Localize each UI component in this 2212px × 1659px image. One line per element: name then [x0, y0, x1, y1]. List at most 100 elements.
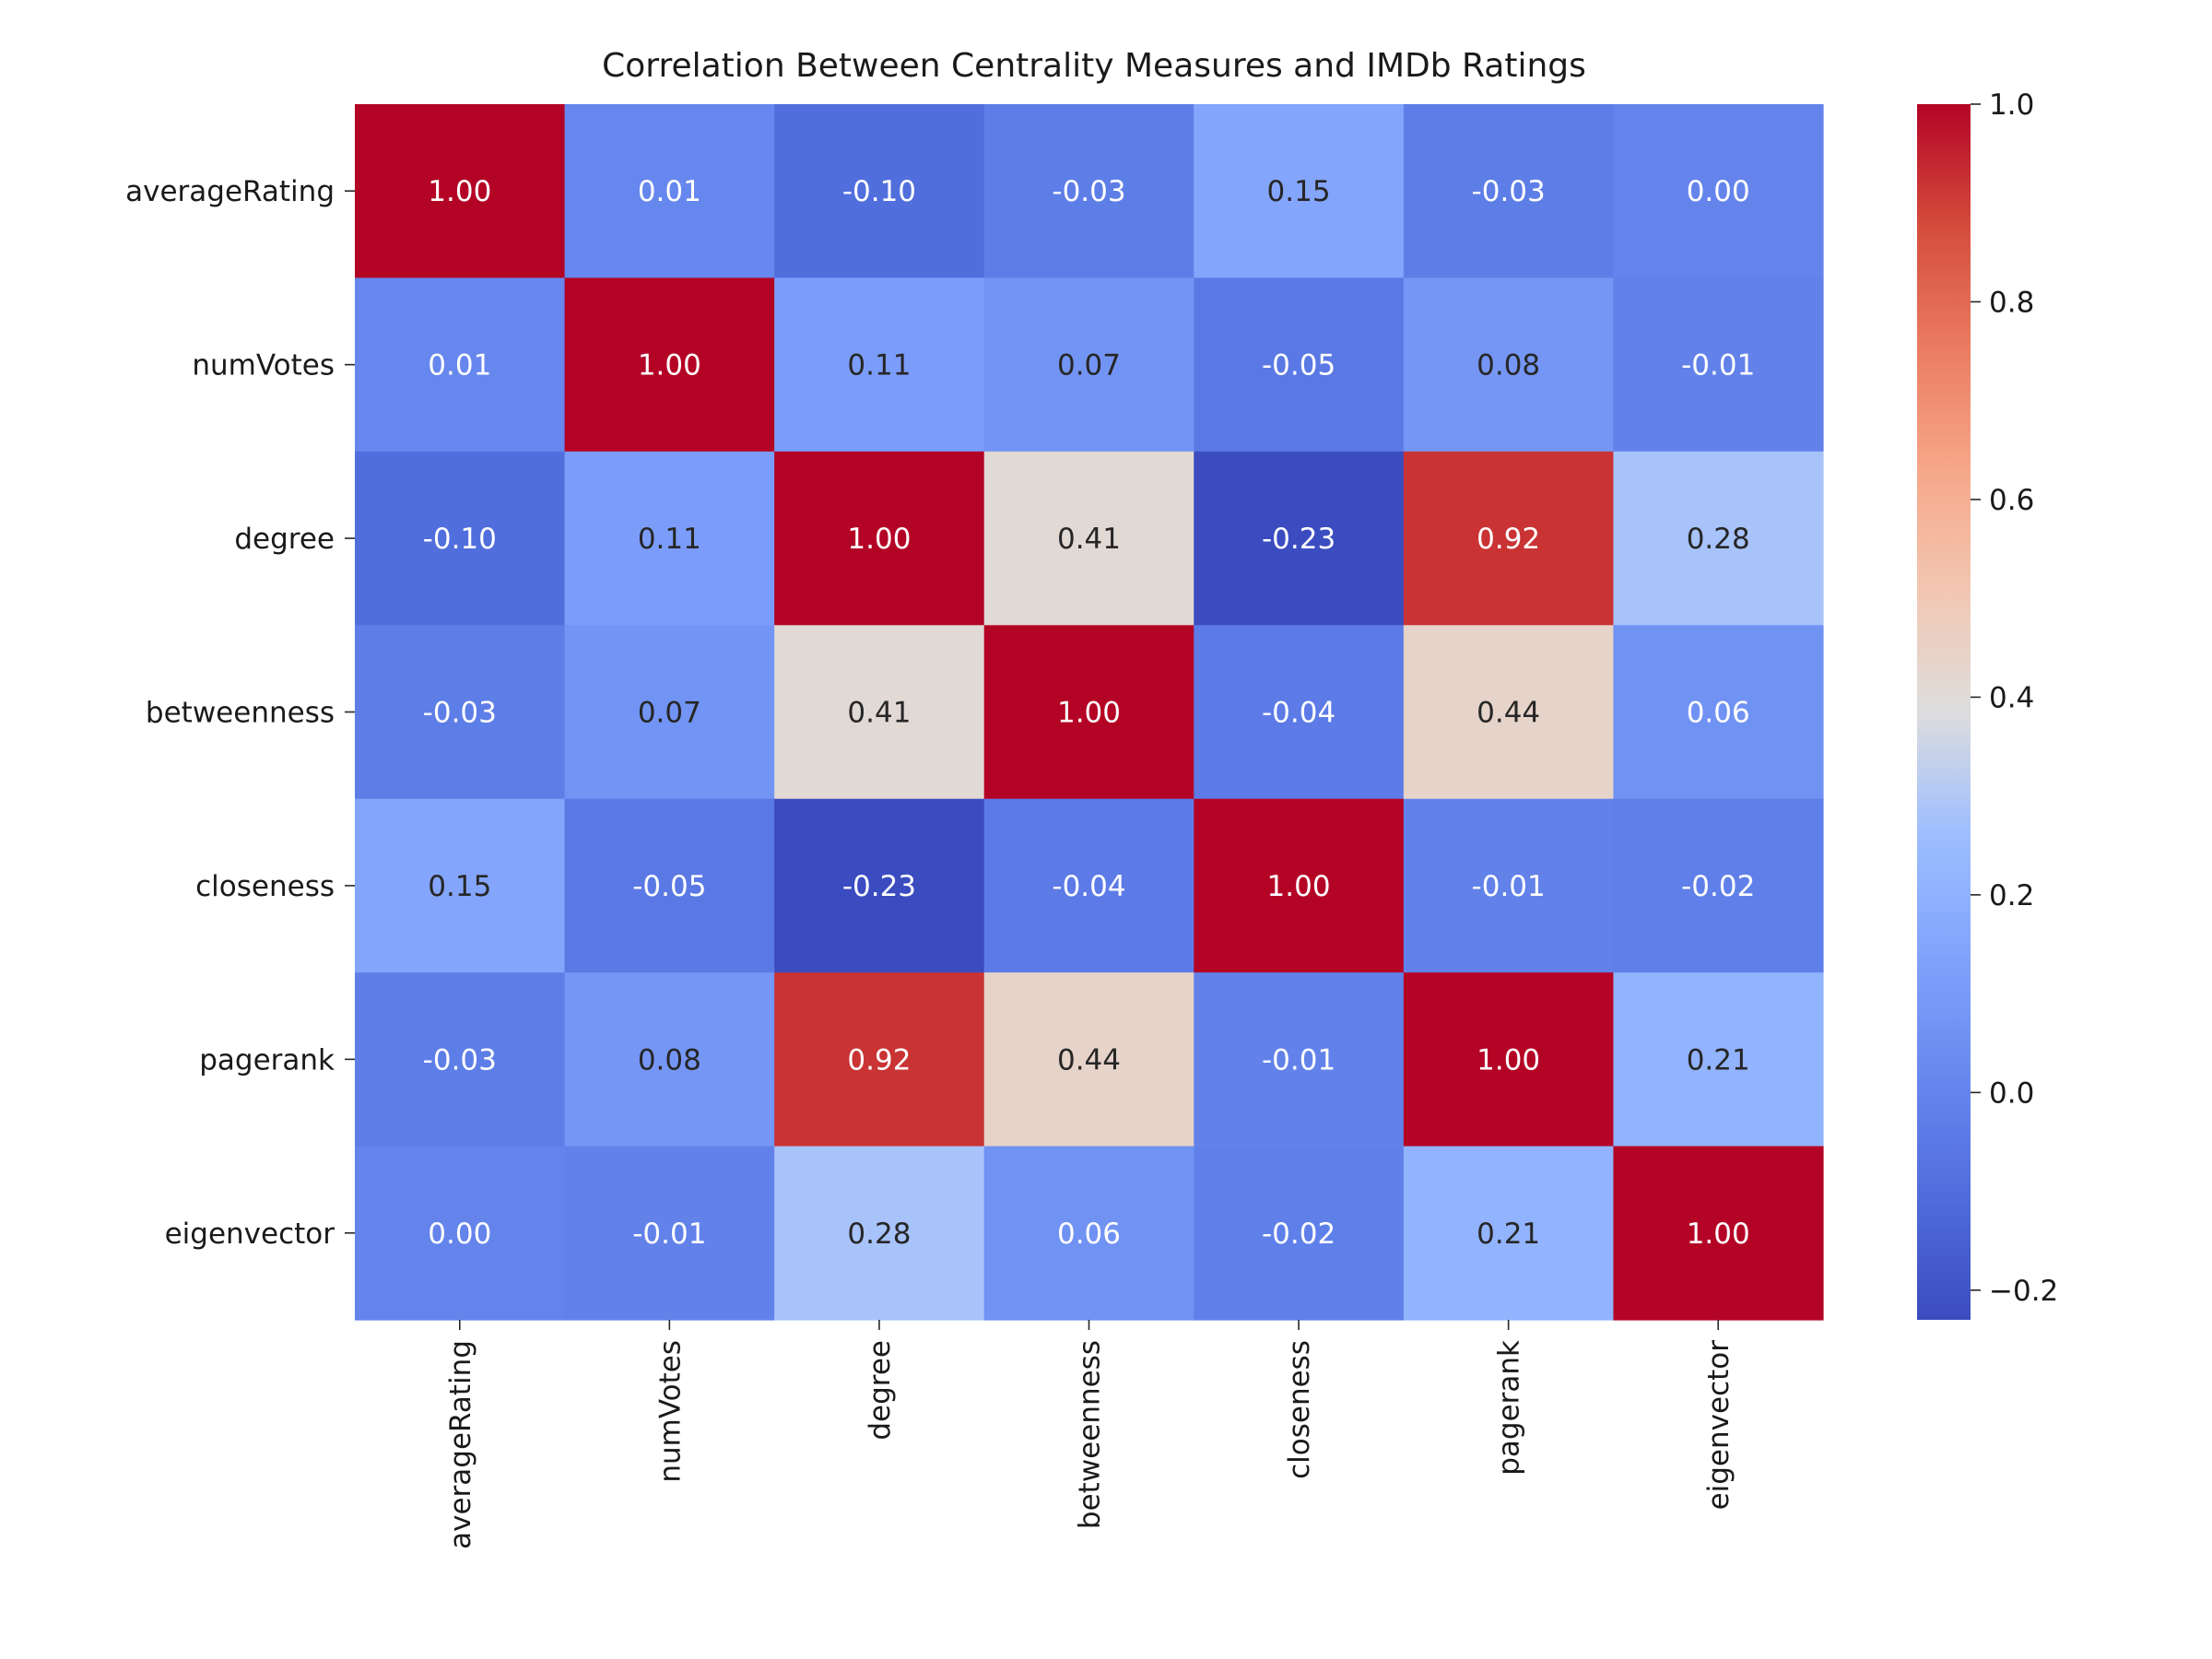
- cell-value-label: 0.00: [1687, 175, 1750, 208]
- heatmap-cell-eigenvector-averagerating: [355, 1146, 566, 1321]
- heatmap-cell-betweenness-averagerating: [355, 625, 566, 800]
- heatmap-cell-numvotes-eigenvector: [1613, 277, 1824, 453]
- x-axis: averageRating numVotes degree betweenness cl…: [444, 1320, 1735, 1549]
- cell-value-label: 0.07: [638, 697, 701, 730]
- heatmap-cell-pagerank-degree: [774, 972, 985, 1147]
- cell-value-label: 0.21: [1477, 1218, 1540, 1251]
- colorbar-tick-label: 1.0: [1989, 88, 2034, 122]
- cell-value-label: 0.00: [428, 1218, 491, 1251]
- heatmap-cell-averagerating-betweenness: [983, 104, 1194, 279]
- cell-value-label: 0.01: [428, 349, 491, 382]
- heatmap-cell-eigenvector-numvotes: [564, 1146, 775, 1321]
- cell-value-label: -0.23: [1262, 523, 1335, 556]
- colorbar-tick-label: 0.6: [1989, 484, 2034, 517]
- heatmap-cell-averagerating-numvotes: [564, 104, 775, 279]
- cell-value-label: -0.04: [1262, 697, 1335, 730]
- x-tick-label: closeness: [1283, 1340, 1316, 1479]
- colorbar-tick-label: −0.2: [1989, 1275, 2058, 1308]
- cell-value-label: 0.08: [1477, 349, 1540, 382]
- chart-title: Correlation Between Centrality Measures …: [602, 47, 1586, 85]
- cell-value-label: -0.02: [1681, 870, 1755, 903]
- cell-value-label: 0.15: [428, 870, 491, 903]
- cell-value-label: 0.44: [1057, 1043, 1121, 1077]
- heatmap-cells: [355, 104, 1824, 1321]
- cell-value-label: 0.28: [1687, 523, 1750, 556]
- cell-value-label: -0.01: [632, 1218, 706, 1251]
- x-tick-label: averageRating: [444, 1340, 477, 1549]
- y-tick-label: eigenvector: [165, 1218, 335, 1251]
- heatmap-cell-betweenness-closeness: [1194, 625, 1405, 800]
- cell-value-label: 0.41: [847, 697, 911, 730]
- cell-value-label: -0.23: [842, 870, 916, 903]
- heatmap-cell-closeness-degree: [774, 798, 985, 973]
- heatmap-cell-degree-averagerating: [355, 451, 566, 626]
- x-tick-label: degree: [864, 1340, 897, 1441]
- cell-value-label: 0.07: [1057, 349, 1121, 382]
- y-axis: averageRating numVotes degree betweenness cl…: [125, 175, 355, 1251]
- heatmap-cell-closeness-numvotes: [564, 798, 775, 973]
- heatmap-cell-numvotes-betweenness: [983, 277, 1194, 453]
- cell-value-label: -0.10: [423, 523, 497, 556]
- heatmap-cell-averagerating-averagerating: [355, 104, 566, 279]
- cell-value-label: -0.10: [842, 175, 916, 208]
- heatmap-cell-eigenvector-degree: [774, 1146, 985, 1321]
- cell-value-label: 0.92: [847, 1043, 911, 1077]
- heatmap-cell-betweenness-numvotes: [564, 625, 775, 800]
- cell-value-label: 1.00: [428, 175, 491, 208]
- cell-value-label: 0.11: [638, 523, 701, 556]
- x-tick-label: eigenvector: [1702, 1340, 1735, 1511]
- cell-value-label: 0.11: [847, 349, 911, 382]
- heatmap-cell-numvotes-pagerank: [1403, 277, 1615, 453]
- heatmap-cell-averagerating-degree: [774, 104, 985, 279]
- heatmap-cell-betweenness-degree: [774, 625, 985, 800]
- heatmap-cell-betweenness-eigenvector: [1613, 625, 1824, 800]
- colorbar-tick-label: 0.2: [1989, 879, 2034, 912]
- cell-value-label: -0.01: [1472, 870, 1546, 903]
- x-tick-label: betweenness: [1074, 1340, 1107, 1529]
- cell-value-label: 1.00: [1267, 870, 1331, 903]
- heatmap-cell-pagerank-numvotes: [564, 972, 775, 1147]
- heatmap-cell-numvotes-closeness: [1194, 277, 1405, 453]
- cell-value-label: 0.28: [847, 1218, 911, 1251]
- cell-value-label: 0.21: [1687, 1043, 1750, 1077]
- heatmap-cell-pagerank-pagerank: [1403, 972, 1615, 1147]
- colorbar: −0.2 0.0 0.2 0.4 0.6 0.8 1.0: [1917, 88, 2058, 1320]
- cell-value-label: 0.06: [1687, 697, 1750, 730]
- heatmap-cell-pagerank-eigenvector: [1613, 972, 1824, 1147]
- x-tick-label: pagerank: [1493, 1340, 1526, 1476]
- heatmap-cell-eigenvector-eigenvector: [1613, 1146, 1824, 1321]
- cell-value-label: -0.05: [1262, 349, 1335, 382]
- cell-value-label: 0.92: [1477, 523, 1540, 556]
- cell-value-label: 0.15: [1267, 175, 1331, 208]
- heatmap-cell-closeness-pagerank: [1403, 798, 1615, 973]
- y-tick-label: pagerank: [199, 1043, 335, 1077]
- heatmap-cell-degree-betweenness: [983, 451, 1194, 626]
- heatmap-cell-degree-eigenvector: [1613, 451, 1824, 626]
- y-tick-label: degree: [234, 523, 335, 556]
- cell-value-label: 1.00: [638, 349, 701, 382]
- y-tick-label: closeness: [195, 870, 335, 903]
- heatmap-cell-degree-pagerank: [1403, 451, 1615, 626]
- cell-value-label: -0.03: [1472, 175, 1546, 208]
- heatmap-cell-pagerank-averagerating: [355, 972, 566, 1147]
- cell-value-label: -0.01: [1262, 1043, 1335, 1077]
- heatmap-cell-numvotes-averagerating: [355, 277, 566, 453]
- heatmap-cell-degree-numvotes: [564, 451, 775, 626]
- cell-value-label: -0.02: [1262, 1218, 1335, 1251]
- heatmap-cell-betweenness-pagerank: [1403, 625, 1615, 800]
- x-tick-label: numVotes: [653, 1340, 687, 1483]
- heatmap-cell-closeness-averagerating: [355, 798, 566, 973]
- cell-value-label: -0.03: [1052, 175, 1125, 208]
- heatmap-cell-averagerating-pagerank: [1403, 104, 1615, 279]
- colorbar-tick-label: 0.4: [1989, 681, 2034, 714]
- cell-value-label: 1.00: [1477, 1043, 1540, 1077]
- heatmap-cell-eigenvector-closeness: [1194, 1146, 1405, 1321]
- heatmap-cell-degree-closeness: [1194, 451, 1405, 626]
- cell-value-label: 1.00: [1057, 697, 1121, 730]
- heatmap-cell-numvotes-numvotes: [564, 277, 775, 453]
- cell-value-label: 1.00: [847, 523, 911, 556]
- heatmap-cell-betweenness-betweenness: [983, 625, 1194, 800]
- cell-value-label: -0.01: [1681, 349, 1755, 382]
- colorbar-gradient: [1917, 104, 1971, 1320]
